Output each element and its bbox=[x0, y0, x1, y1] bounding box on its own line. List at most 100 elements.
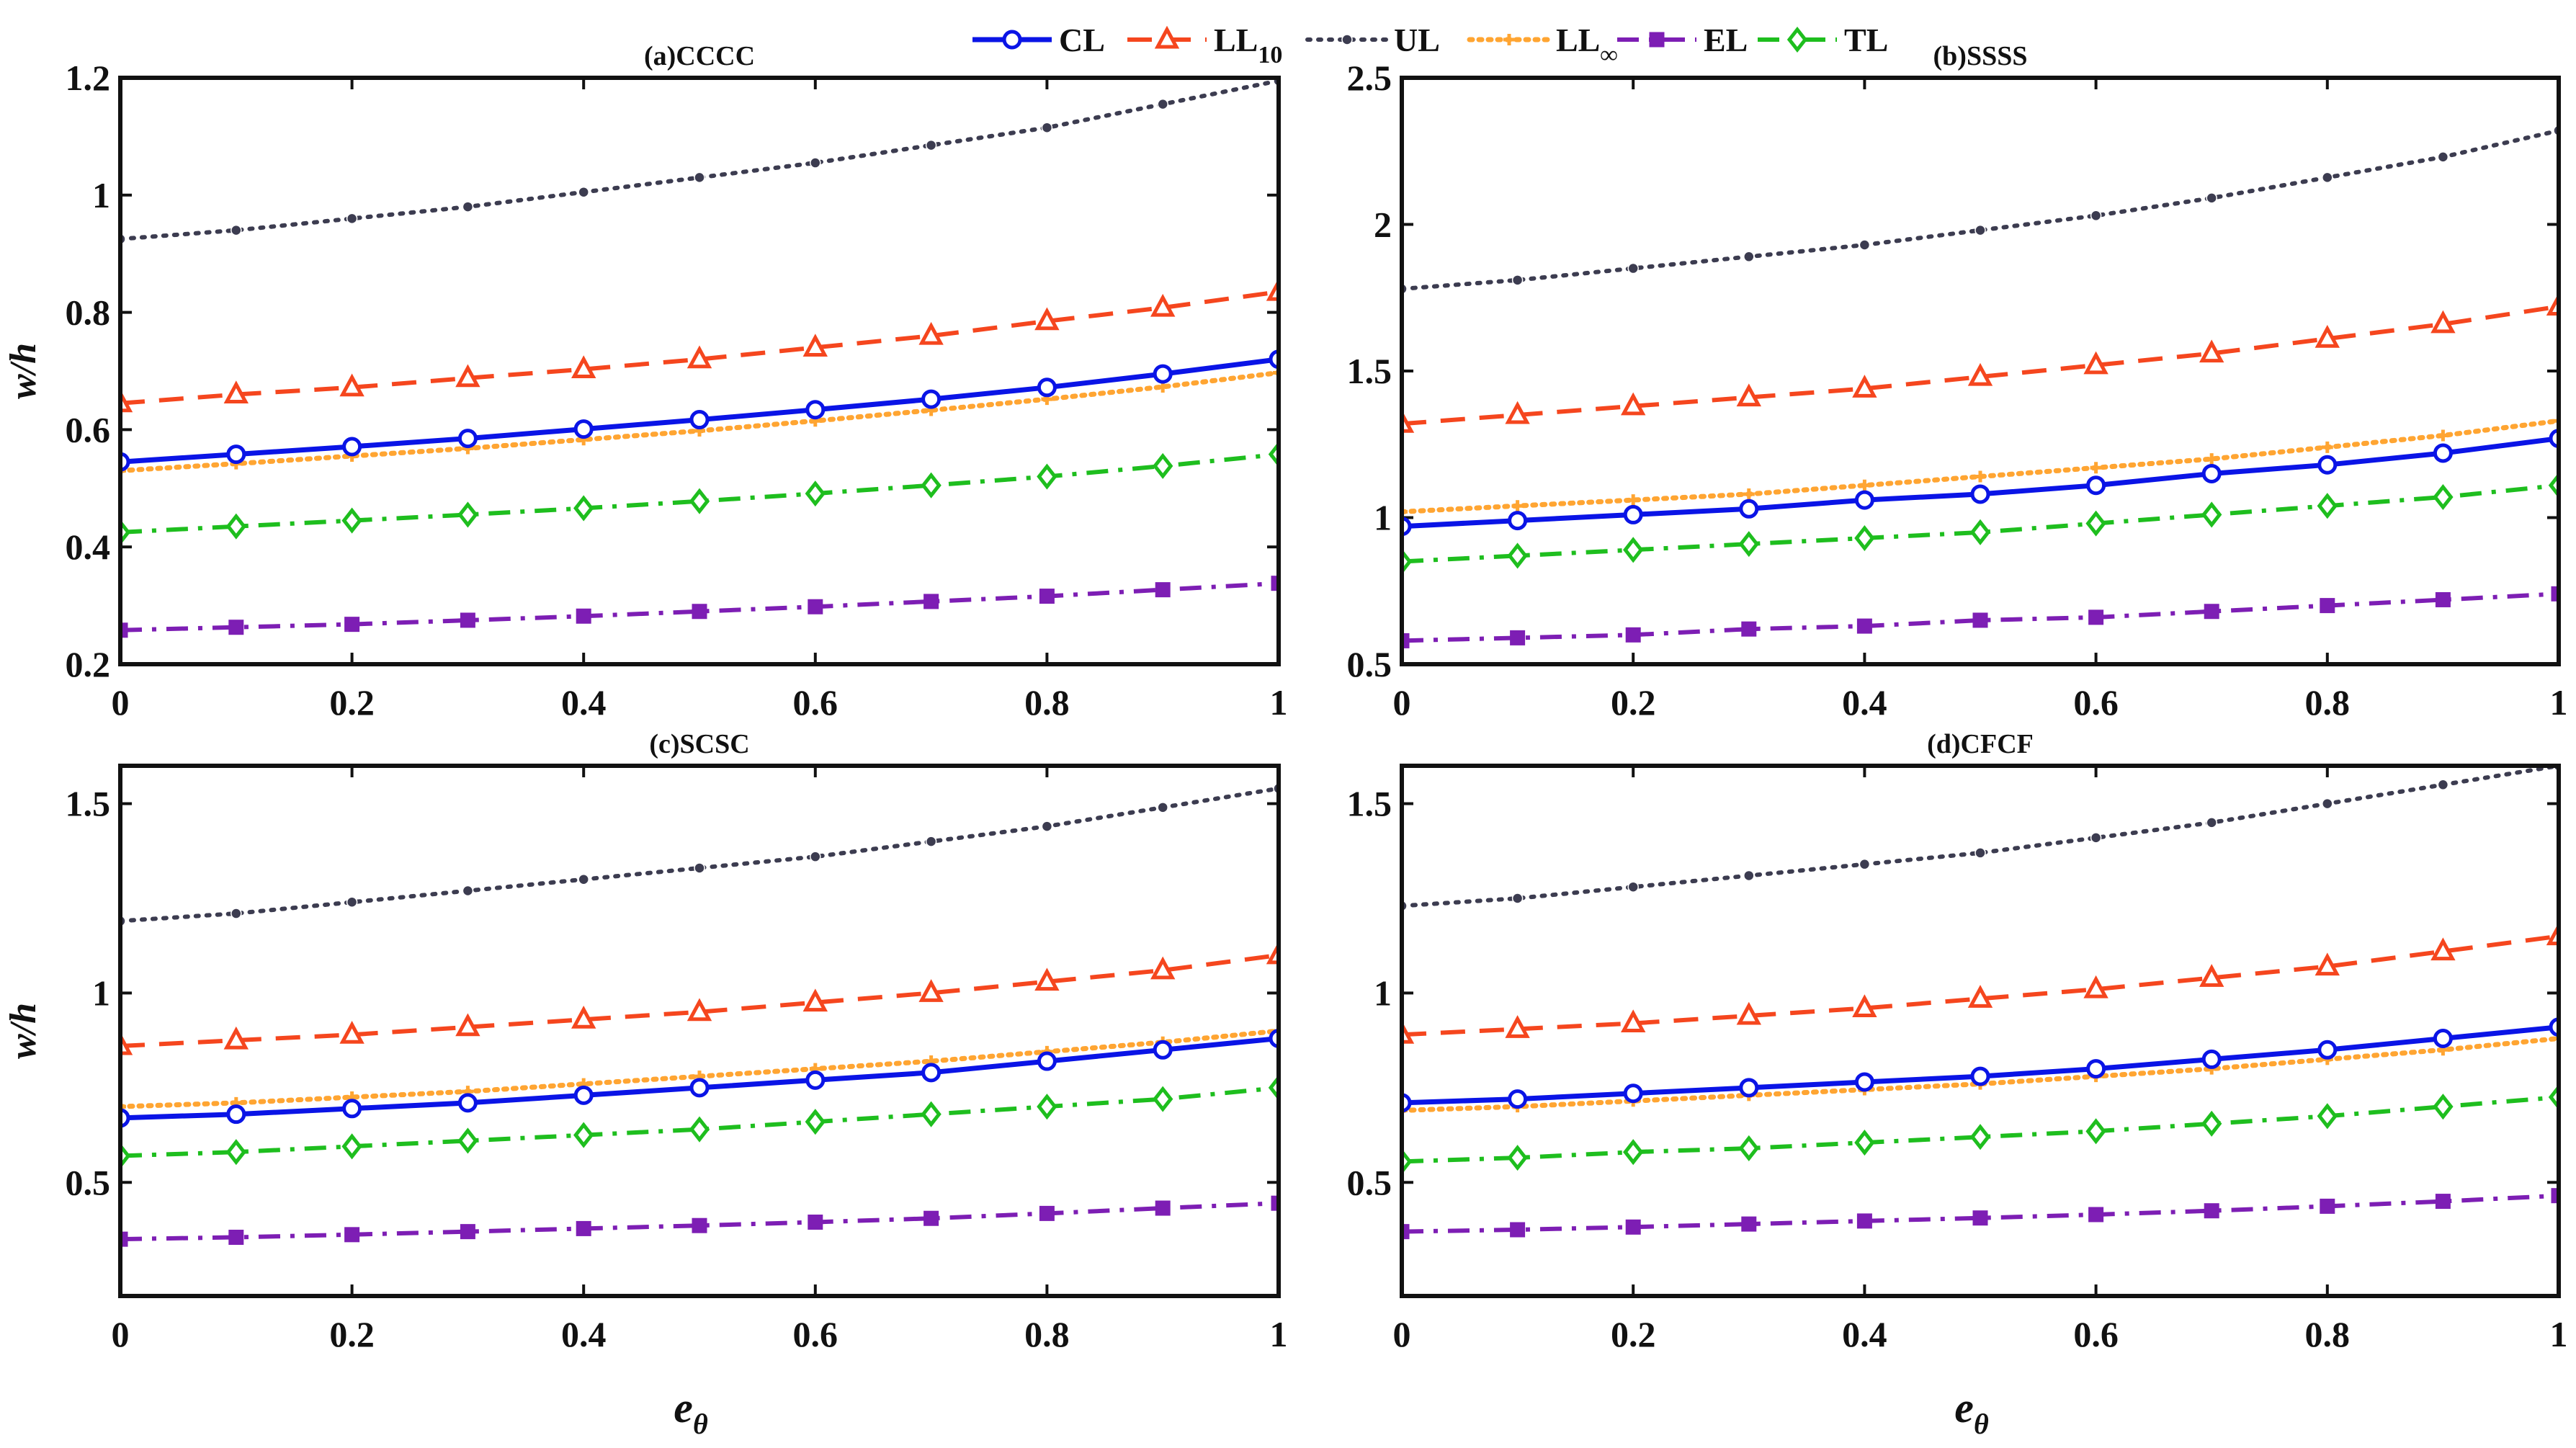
y-tick-label: 2.5 bbox=[1347, 58, 1392, 98]
data-point-CL bbox=[2086, 1059, 2106, 1079]
data-point-LLinf bbox=[2206, 453, 2218, 465]
x-tick-label: 0.2 bbox=[329, 1314, 375, 1354]
data-point-UL bbox=[1743, 870, 1755, 882]
legend: CL LL10 UL LL∞ EL TL bbox=[972, 22, 1888, 68]
legend-label-CL: CL bbox=[1059, 22, 1105, 58]
data-point-TL bbox=[457, 501, 478, 528]
data-point-CL bbox=[573, 419, 594, 439]
legend-label-main: EL bbox=[1704, 22, 1748, 58]
data-point-EL bbox=[1856, 618, 1872, 634]
data-point-EL bbox=[120, 1231, 128, 1247]
x-tick-label: 0 bbox=[112, 1314, 130, 1354]
data-point-EL bbox=[1972, 612, 1988, 628]
data-point-CL bbox=[2433, 443, 2453, 463]
y-tick-label: 1 bbox=[1374, 973, 1392, 1013]
data-point-LL10 bbox=[1402, 1021, 1415, 1044]
data-point-UL bbox=[694, 171, 705, 184]
data-point-TL bbox=[2433, 1094, 2454, 1120]
series-line-EL bbox=[120, 1201, 1279, 1242]
data-point-UL bbox=[1627, 262, 1639, 274]
data-point-CL bbox=[1854, 1072, 1874, 1092]
x-axis-label-sub: θ bbox=[1974, 1408, 1989, 1440]
data-point-LL10 bbox=[2083, 975, 2108, 998]
axes-frame bbox=[1400, 76, 2561, 666]
data-point-TL bbox=[2433, 483, 2454, 511]
axes-frame bbox=[1400, 764, 2561, 1298]
x-tick-label: 1 bbox=[1270, 682, 1288, 723]
data-point-EL bbox=[1625, 627, 1641, 643]
legend-label-main: LL bbox=[1556, 22, 1600, 58]
data-point-LL10 bbox=[1402, 410, 1415, 433]
legend-item-CL: CL bbox=[972, 22, 1105, 58]
data-point-UL bbox=[1041, 821, 1053, 832]
data-point-LL10 bbox=[2430, 937, 2456, 961]
data-point-CL bbox=[226, 1104, 246, 1125]
data-point-LL10 bbox=[1967, 362, 1993, 386]
x-tick-label: 0.6 bbox=[793, 1314, 838, 1354]
data-point-EL bbox=[1039, 589, 1055, 604]
data-point-CL bbox=[2086, 475, 2106, 496]
data-point-EL bbox=[228, 1230, 244, 1246]
data-point-TL bbox=[805, 1109, 826, 1135]
y-tick-label: 0.6 bbox=[66, 409, 111, 450]
data-point-CL bbox=[2317, 455, 2338, 475]
series-line-UL bbox=[120, 786, 1279, 924]
data-point-CL bbox=[689, 1078, 710, 1098]
series-line-TL bbox=[1402, 1095, 2559, 1164]
series-line-UL bbox=[1402, 766, 2559, 908]
data-point-EL bbox=[1155, 582, 1171, 598]
data-point-EL bbox=[1402, 633, 1410, 648]
legend-label-main: CL bbox=[1059, 22, 1105, 58]
y-tick-label: 0.2 bbox=[66, 644, 111, 684]
data-point-LL10 bbox=[802, 988, 828, 1012]
data-point-EL bbox=[2435, 591, 2451, 607]
data-point-UL bbox=[694, 862, 705, 874]
series-line-UL bbox=[120, 79, 1279, 241]
data-point-LL10 bbox=[1266, 941, 1279, 965]
data-point-LL10 bbox=[2199, 339, 2224, 363]
data-point-EL bbox=[344, 617, 360, 633]
data-point-EL bbox=[2435, 1194, 2451, 1210]
data-point-LLinf bbox=[1402, 506, 1408, 518]
data-point-EL bbox=[2204, 1203, 2219, 1219]
x-tick-label: 0.6 bbox=[2073, 682, 2119, 723]
data-point-LL10 bbox=[802, 334, 828, 357]
data-point-CL bbox=[2201, 463, 2222, 483]
plot-area bbox=[120, 78, 1279, 638]
data-point-UL bbox=[462, 885, 474, 897]
data-point-CL bbox=[805, 400, 826, 420]
legend-label-TL: TL bbox=[1844, 22, 1888, 58]
data-point-EL bbox=[120, 622, 128, 638]
data-point-TL bbox=[1969, 519, 1991, 545]
data-point-UL bbox=[1859, 858, 1871, 870]
data-point-UL bbox=[2090, 210, 2102, 222]
legend-label-sub: ∞ bbox=[1600, 42, 1617, 68]
data-point-LL10 bbox=[571, 1005, 596, 1029]
data-point-CL bbox=[1623, 504, 1643, 524]
data-point-LL10 bbox=[2315, 952, 2340, 976]
panel-title: (c)SCSC bbox=[649, 729, 749, 759]
data-point-LL10 bbox=[687, 998, 712, 1022]
y-tick-label: 1.5 bbox=[66, 784, 111, 824]
data-point-CL bbox=[1153, 1040, 1173, 1060]
data-point-CL bbox=[1970, 1066, 1990, 1086]
data-point-UL bbox=[810, 157, 821, 169]
data-point-CL bbox=[1508, 1089, 1528, 1109]
data-point-LL10 bbox=[1505, 401, 1530, 424]
x-axis-label-main: e bbox=[674, 1384, 693, 1431]
y-tick-label: 0.5 bbox=[66, 1162, 111, 1202]
data-point-EL bbox=[460, 1224, 475, 1240]
data-point-TL bbox=[1854, 524, 1875, 552]
panel-title: (b)SSSS bbox=[1933, 41, 2028, 71]
x-tick-label: 0.8 bbox=[1024, 682, 1070, 723]
data-point-LL10 bbox=[2430, 310, 2456, 334]
data-point-EL bbox=[1972, 1210, 1988, 1226]
panel-1: 0 0.2 0.4 0.6 0.8 1 0.5 1 1.5 2 2.5 (b)SSSS bbox=[1347, 41, 2568, 723]
series-line-CL bbox=[1402, 436, 2559, 529]
data-point-LLinf bbox=[1627, 494, 1640, 506]
data-point-CL bbox=[1623, 1083, 1643, 1104]
data-point-EL bbox=[228, 620, 244, 635]
data-point-CL bbox=[1153, 364, 1173, 384]
panel-2: 0 0.2 0.4 0.6 0.8 1 0.5 1 1.5 (c)SCSC w/h eθ bbox=[3, 729, 1288, 1440]
y-axis-label: w/h bbox=[3, 1003, 44, 1059]
